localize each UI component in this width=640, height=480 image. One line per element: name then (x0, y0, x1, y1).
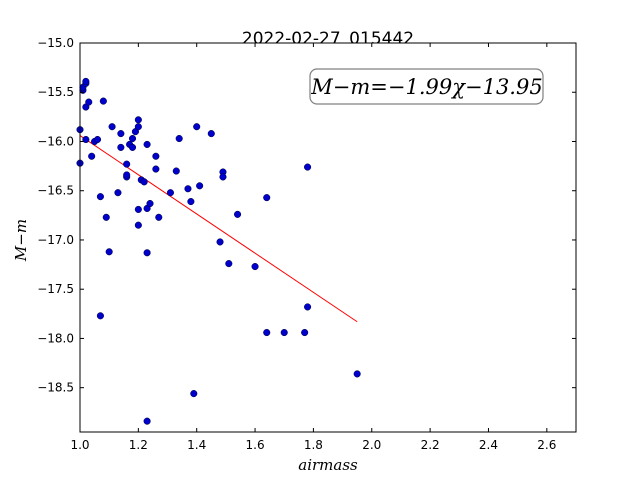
data-point (82, 77, 90, 85)
data-point (175, 134, 183, 143)
y-tick-label: −16.5 (37, 184, 74, 198)
data-point (117, 143, 125, 151)
annotation-frame (309, 68, 544, 105)
data-point (184, 185, 192, 193)
data-point (280, 328, 288, 337)
data-point (105, 248, 113, 256)
data-point (93, 135, 102, 144)
data-point (134, 205, 142, 213)
data-point (152, 152, 160, 160)
data-point (155, 213, 163, 221)
data-point (187, 198, 195, 206)
data-point (96, 193, 104, 201)
x-tick-label: 1.6 (246, 438, 265, 452)
data-point (172, 167, 180, 175)
y-tick-label: −18.5 (37, 381, 74, 395)
fit-annotation-box: M−m=−1.99χ−13.95 (309, 68, 544, 105)
data-point (85, 98, 93, 106)
x-tick-label: 2.2 (421, 438, 440, 452)
y-tick-label: −15.5 (37, 85, 74, 99)
data-point (193, 123, 201, 131)
y-tick-label: −16.0 (37, 134, 74, 148)
x-tick-label: 1.0 (70, 438, 89, 452)
data-point (196, 182, 204, 190)
data-point (216, 238, 224, 246)
data-point (143, 417, 151, 425)
marks-layer (76, 77, 361, 425)
data-point (123, 160, 131, 168)
data-point (102, 213, 110, 221)
data-point (146, 199, 154, 208)
y-tick-label: −17.0 (37, 233, 74, 247)
x-tick-label: 1.4 (187, 438, 206, 452)
data-point (99, 97, 107, 105)
ticks-layer: 1.0 1.2 1.4 1.6 1.8 2.0 2.2 2.4 2.6 −15.0 −15.5 −16… (37, 36, 576, 452)
y-axis-label: M−m (12, 219, 30, 262)
data-point (108, 123, 116, 131)
data-point (140, 178, 148, 186)
plot-frame (79, 42, 577, 433)
x-axis-label: airmass (298, 456, 358, 474)
data-point (353, 370, 361, 378)
data-point (123, 171, 131, 179)
data-point (263, 194, 271, 202)
x-tick-label: 2.4 (479, 438, 498, 452)
x-tick-label: 2.0 (362, 438, 381, 452)
data-point (134, 123, 142, 131)
data-point (301, 328, 309, 337)
y-tick-label: −17.5 (37, 282, 74, 296)
data-point (117, 130, 125, 138)
plot-area (80, 43, 576, 432)
y-tick-label: −15.0 (37, 36, 74, 50)
data-point (234, 210, 242, 218)
data-point (128, 143, 137, 151)
x-tick-label: 1.8 (304, 438, 323, 452)
data-point (134, 116, 142, 124)
data-point (207, 130, 215, 138)
data-point (143, 249, 151, 257)
data-point (190, 390, 198, 398)
data-point (219, 173, 227, 181)
x-tick-label: 2.6 (537, 438, 556, 452)
data-point (251, 263, 259, 271)
data-point (225, 260, 233, 268)
data-point (88, 152, 96, 160)
data-point (82, 135, 90, 144)
data-point (304, 163, 312, 171)
data-point (304, 303, 312, 311)
x-tick-label: 1.2 (129, 438, 148, 452)
data-point (114, 189, 122, 197)
data-point (166, 189, 174, 197)
data-point (263, 328, 271, 337)
data-point (152, 165, 160, 173)
y-tick-label: −18.0 (37, 331, 74, 345)
data-point (128, 134, 137, 143)
data-point (134, 221, 142, 229)
data-point (96, 312, 104, 320)
fit-equation: M−m=−1.99χ−13.95 (310, 75, 542, 99)
data-point (143, 140, 151, 148)
